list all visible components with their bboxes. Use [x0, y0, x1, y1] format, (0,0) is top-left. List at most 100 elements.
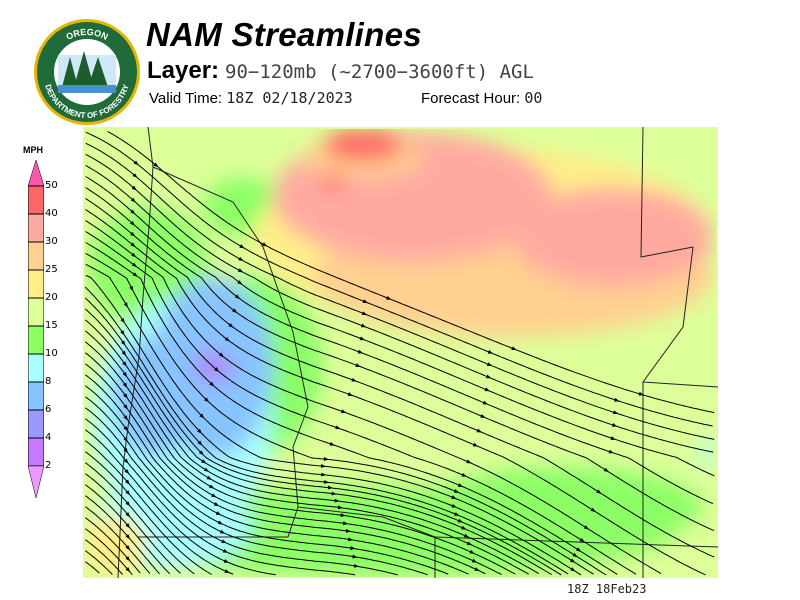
streamline — [85, 242, 618, 575]
streamline-arrow — [357, 349, 364, 354]
streamline-arrow — [199, 413, 205, 419]
streamline-arrow — [461, 472, 467, 477]
legend-tick: 40 — [45, 208, 58, 219]
streamline — [84, 319, 539, 575]
streamline-arrow — [228, 323, 234, 328]
streamline — [85, 385, 449, 575]
streamline-arrow — [484, 387, 490, 392]
streamline-arrow — [340, 409, 347, 414]
legend-unit: MPH — [23, 145, 43, 155]
forecast-hour-value: 00 — [524, 89, 543, 107]
streamline-arrow — [123, 426, 128, 432]
streamline-arrow — [215, 511, 222, 516]
streamline-arrow — [123, 437, 128, 443]
legend-arrow-top — [28, 160, 44, 187]
streamline — [85, 209, 706, 576]
streamline-arrow — [329, 441, 335, 446]
streamline — [85, 252, 607, 576]
valid-time-value: 18Z 02/18/2023 — [226, 89, 353, 107]
streamline-arrow — [463, 533, 470, 538]
legend-tick: 6 — [45, 404, 52, 415]
legend-tick: 15 — [45, 320, 58, 331]
streamline — [107, 130, 715, 414]
oregon-forestry-logo: OREGON DEPARTMENT OF FORESTRY — [34, 19, 140, 125]
streamline — [85, 462, 195, 575]
streamline-arrow — [361, 311, 368, 315]
wind-speed-region — [700, 440, 716, 464]
page-title: NAM Streamlines — [146, 16, 422, 53]
legend-tick: 8 — [45, 376, 52, 387]
streamline-arrow — [583, 525, 590, 530]
streamline-arrow — [351, 377, 357, 382]
streamline-arrow — [603, 467, 609, 473]
streamline-arrow — [198, 450, 204, 456]
color-legend — [28, 160, 44, 499]
streamline-arrow — [206, 475, 212, 480]
streamline-arrow — [132, 173, 138, 178]
streamline-arrow — [352, 554, 358, 559]
streamline-arrow — [355, 363, 361, 367]
legend-swatch — [28, 213, 44, 243]
streamline-arrow — [590, 507, 596, 512]
streamline — [84, 297, 562, 576]
streamline-arrow — [120, 340, 126, 346]
legend-swatch — [28, 381, 44, 411]
streamline-arrow — [461, 525, 467, 530]
legend-tick: 50 — [45, 180, 58, 191]
streamline-arrow — [576, 547, 582, 552]
streamline-arrow — [125, 501, 131, 507]
legend-arrow-bottom — [28, 465, 44, 499]
streamline — [85, 330, 529, 575]
streamline-arrow — [204, 397, 210, 403]
streamline — [85, 352, 502, 576]
legend-swatch — [28, 241, 44, 271]
streamline-arrow — [219, 529, 226, 534]
streamline-arrow — [224, 336, 230, 342]
streamline-arrow — [224, 569, 230, 573]
streamline-arrow — [201, 459, 207, 464]
streamline-arrow — [132, 272, 138, 277]
streamline-arrow — [596, 489, 602, 494]
streamline-arrow — [123, 415, 128, 421]
streamline-arrow — [125, 534, 131, 540]
streamline-arrow — [213, 501, 220, 507]
streamline-arrow — [472, 442, 479, 447]
streamline-arrow — [572, 552, 578, 558]
streamline-arrow — [123, 393, 128, 399]
streamline — [85, 263, 594, 575]
streamline — [85, 220, 662, 575]
valid-time: Valid Time: 18Z 02/18/2023 — [149, 89, 353, 107]
streamline-arrow — [360, 323, 367, 328]
streamline-arrow — [122, 382, 128, 388]
streamline-arrow — [125, 479, 130, 485]
layer-info: Layer: 90−120mb (~2700−3600ft) AGL — [147, 57, 534, 85]
streamline-arrow — [362, 299, 368, 303]
streamline-arrow — [469, 549, 475, 554]
streamline-arrow — [211, 493, 217, 498]
streamline-arrow — [197, 440, 203, 446]
streamline — [85, 131, 713, 427]
streamline-arrow — [232, 308, 238, 313]
streamline-arrow — [222, 548, 229, 553]
legend-tick: 30 — [45, 236, 58, 247]
streamline-arrow — [476, 428, 482, 433]
layer-value: 90−120mb (~2700−3600ft) AGL — [225, 61, 534, 83]
streamline-arrow — [217, 520, 224, 525]
streamline-arrow — [223, 558, 229, 563]
layer-label: Layer: — [147, 57, 220, 84]
valid-time-label: Valid Time: — [149, 90, 223, 107]
streamline — [85, 142, 715, 440]
streamline-arrow — [125, 545, 131, 551]
legend-swatch — [28, 325, 44, 355]
streamline-arrow — [153, 162, 159, 168]
streamline — [85, 506, 151, 574]
streamline-arrow — [511, 346, 517, 351]
streamline-arrow — [209, 381, 215, 387]
streamline-arrow — [610, 436, 616, 440]
streamline-map — [83, 127, 718, 578]
streamline — [85, 396, 428, 576]
streamline — [84, 286, 569, 575]
streamline — [85, 341, 516, 575]
streamline-arrow — [234, 294, 240, 300]
streamline-arrow — [451, 495, 457, 499]
